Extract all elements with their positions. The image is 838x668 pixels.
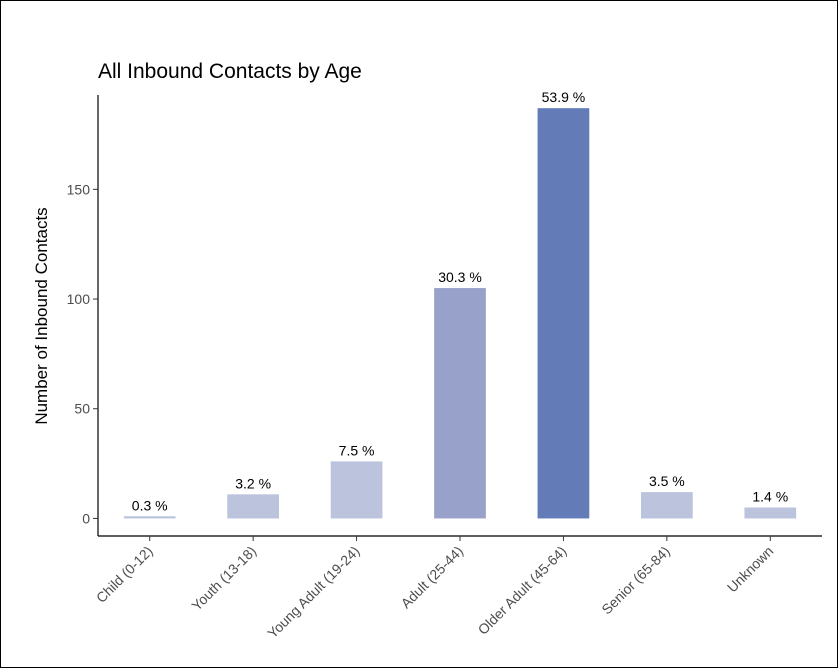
x-tick-label: Adult (25-44) <box>398 543 467 612</box>
bar-data-label: 30.3 % <box>438 269 482 285</box>
bar <box>744 507 797 519</box>
y-tick-label: 150 <box>67 181 91 197</box>
bars <box>123 108 797 519</box>
bar-data-label: 3.5 % <box>649 473 685 489</box>
x-tick-label: Senior (65-84) <box>598 543 673 618</box>
bar <box>227 494 279 519</box>
x-tick-label: Youth (13-18) <box>188 543 259 614</box>
bar-data-label: 1.4 % <box>752 488 788 504</box>
x-tick-label: Child (0-12) <box>93 543 156 606</box>
y-axis-label: Number of Inbound Contacts <box>32 207 51 424</box>
bar-data-label: 53.9 % <box>542 89 586 105</box>
bar <box>537 108 590 519</box>
chart-title: All Inbound Contacts by Age <box>98 60 362 83</box>
x-axis: Child (0-12) Youth (13-18) Young Adult (19… <box>93 535 822 641</box>
y-tick-label: 100 <box>67 291 91 307</box>
bar-data-label: 0.3 % <box>132 497 168 513</box>
bar-data-label: 3.2 % <box>235 475 271 491</box>
bar <box>434 288 486 519</box>
bar <box>330 461 383 519</box>
bar <box>123 516 176 519</box>
x-tick-label: Older Adult (45-64) <box>475 543 570 638</box>
y-tick-label: 50 <box>74 401 90 417</box>
y-axis: 0 50 100 150 <box>67 95 99 536</box>
bar-data-label: 7.5 % <box>339 442 375 458</box>
x-tick-label: Unknown <box>724 543 777 596</box>
y-tick-label: 0 <box>82 510 90 526</box>
bar-labels: 0.3 % 3.2 % 7.5 % 30.3 % 53.9 % 3.5 % 1.4 % <box>132 89 788 513</box>
x-tick-label: Young Adult (19-24) <box>264 543 362 641</box>
bar <box>641 492 693 519</box>
